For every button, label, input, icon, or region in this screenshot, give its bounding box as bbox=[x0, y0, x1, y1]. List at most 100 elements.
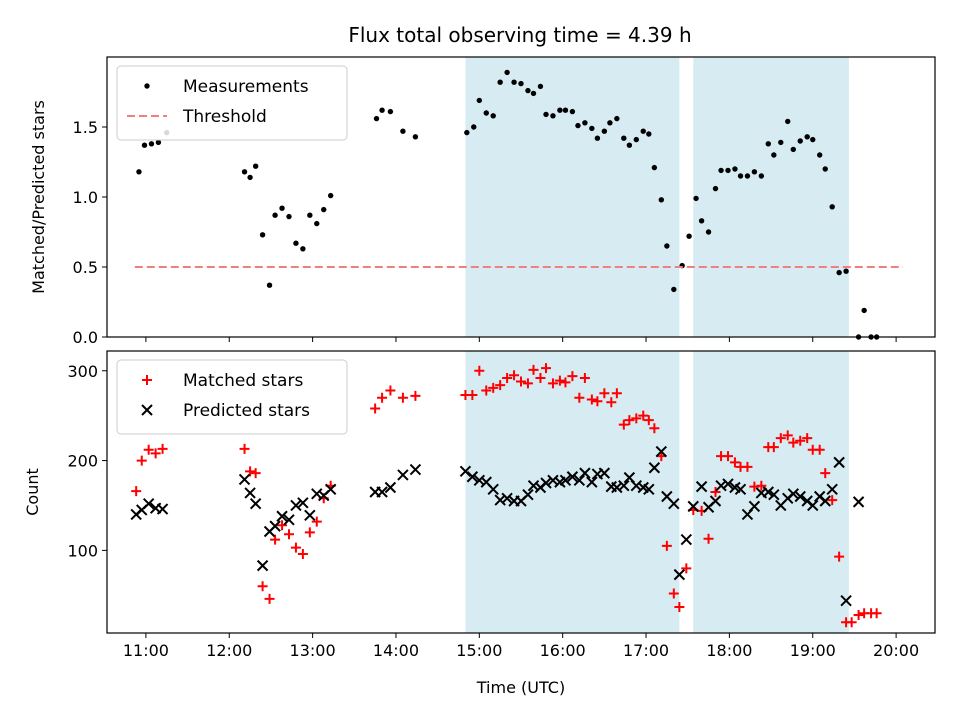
measurement-point bbox=[412, 134, 419, 140]
legend-box bbox=[116, 359, 348, 435]
measurement-point bbox=[664, 243, 670, 249]
predicted-star-point bbox=[618, 480, 630, 492]
measurement-point bbox=[557, 107, 563, 113]
measurement-point bbox=[550, 113, 556, 119]
measurement-point bbox=[286, 213, 292, 220]
predicted-star-point bbox=[283, 514, 295, 526]
matched-star-point bbox=[370, 403, 381, 414]
predicted-star-point bbox=[611, 481, 623, 494]
measurement-point bbox=[607, 120, 613, 126]
measurement-point bbox=[785, 118, 791, 125]
measurement-point bbox=[601, 128, 608, 134]
measurement-point bbox=[575, 122, 581, 129]
matched-star-point bbox=[624, 415, 635, 426]
predicted-star-point bbox=[852, 496, 865, 508]
matched-star-point bbox=[516, 376, 526, 387]
predicted-star-point bbox=[559, 474, 572, 487]
predicted-star-point bbox=[819, 495, 831, 507]
predicted-star-point bbox=[826, 483, 838, 496]
measurement-point bbox=[373, 115, 380, 122]
measurement-point bbox=[658, 197, 665, 203]
measurement-point bbox=[816, 152, 823, 158]
matched-star-point bbox=[846, 617, 857, 628]
measurement-point bbox=[778, 139, 784, 146]
matched-star-point bbox=[157, 443, 168, 454]
measurement-point bbox=[266, 282, 273, 288]
matched-star-point bbox=[377, 392, 388, 403]
measurement-point bbox=[483, 110, 489, 116]
predicted-star-point bbox=[466, 471, 479, 483]
predicted-star-point bbox=[840, 594, 852, 607]
matched-star-point bbox=[618, 419, 629, 430]
predicted-star-point bbox=[668, 497, 680, 510]
matched-star-point bbox=[567, 371, 578, 382]
measurement-point bbox=[511, 79, 517, 85]
measurement-point bbox=[732, 166, 738, 172]
matched-star-point bbox=[290, 542, 301, 553]
matched-star-point bbox=[668, 588, 679, 599]
matched-star-point bbox=[535, 372, 546, 383]
legend-plus-marker bbox=[142, 375, 152, 385]
measurement-point bbox=[259, 232, 266, 238]
predicted-star-point bbox=[643, 483, 655, 496]
y-tick-label: 1.5 bbox=[73, 118, 98, 137]
legend-box bbox=[116, 65, 348, 141]
y-axis-label: Matched/Predicted stars bbox=[29, 100, 48, 294]
measurement-point bbox=[141, 142, 148, 148]
predicted-star-point bbox=[276, 510, 288, 522]
legend: Measurements Threshold bbox=[116, 65, 348, 141]
measurement-point bbox=[646, 131, 652, 137]
legend-label: Threshold bbox=[182, 107, 267, 127]
predicted-star-point bbox=[244, 487, 256, 499]
measurement-point bbox=[562, 107, 569, 113]
measurement-point bbox=[765, 141, 771, 147]
legend-dot-marker bbox=[144, 83, 150, 89]
measurement-point bbox=[594, 135, 601, 141]
predicted-star-point bbox=[833, 456, 845, 469]
measurement-point bbox=[476, 97, 483, 104]
measurement-point bbox=[671, 286, 677, 293]
predicted-star-point bbox=[459, 465, 472, 478]
matched-star-point bbox=[681, 563, 692, 574]
matched-star-point bbox=[136, 455, 147, 466]
matched-star-point bbox=[710, 487, 721, 497]
matched-star-point bbox=[606, 397, 617, 408]
x-tick-label: 13:00 bbox=[290, 641, 336, 660]
matched-star-point bbox=[481, 385, 492, 396]
predicted-star-point bbox=[527, 480, 540, 492]
top-panel: 0.0 0.5 1.0 1.5 Matched/Predicted stars Mea… bbox=[29, 56, 936, 347]
x-tick-label: 17:00 bbox=[623, 641, 669, 660]
predicted-star-point bbox=[501, 492, 513, 504]
predicted-star-point bbox=[768, 488, 780, 501]
matched-star-point bbox=[528, 364, 539, 375]
measurement-point bbox=[569, 108, 576, 115]
matched-star-point bbox=[775, 433, 786, 444]
predicted-star-point bbox=[494, 494, 506, 506]
measurement-point bbox=[314, 220, 320, 227]
shaded-interval bbox=[465, 57, 680, 337]
x-tick-label: 18:00 bbox=[706, 641, 752, 660]
chart-title: Flux total observing time = 4.39 h bbox=[348, 23, 691, 47]
matched-star-point bbox=[495, 380, 506, 391]
measurement-point bbox=[810, 136, 816, 143]
predicted-star-point bbox=[238, 473, 251, 486]
matched-star-point bbox=[729, 457, 740, 468]
bottom-panel: 11:00 12:00 13:00 14:00 15:00 16:00 17:00 18:00… bbox=[23, 350, 936, 697]
measurement-point bbox=[718, 167, 724, 174]
predicted-star-point bbox=[598, 467, 611, 479]
measurement-point bbox=[822, 166, 828, 172]
matched-star-point bbox=[638, 410, 649, 421]
predicted-star-point bbox=[566, 471, 579, 483]
legend-x-marker bbox=[141, 404, 153, 416]
measurement-point bbox=[537, 83, 544, 90]
matched-star-point bbox=[304, 527, 315, 538]
series-group bbox=[134, 69, 904, 340]
measurement-point bbox=[640, 128, 646, 134]
legend-label: Predicted stars bbox=[183, 401, 310, 421]
predicted-star-point bbox=[547, 474, 559, 487]
x-axis-label: Time (UTC) bbox=[476, 678, 565, 697]
predicted-star-point bbox=[269, 520, 281, 532]
matched-star-point bbox=[467, 390, 478, 401]
predicted-star-point bbox=[384, 481, 397, 494]
matched-star-point bbox=[723, 451, 733, 462]
